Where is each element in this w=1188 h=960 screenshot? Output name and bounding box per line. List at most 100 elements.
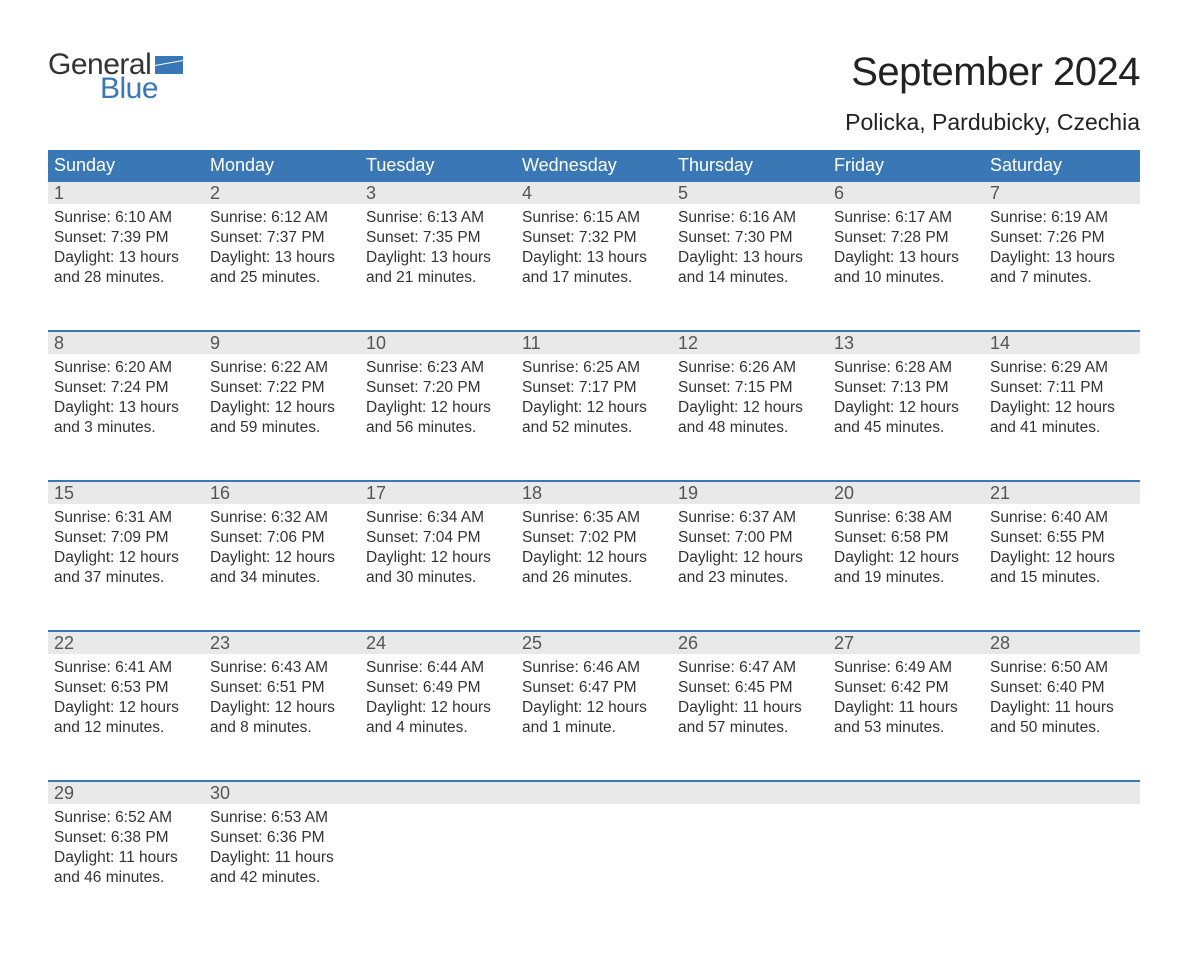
sunset-text: Sunset: 7:22 PM bbox=[210, 378, 354, 398]
sunrise-text: Sunrise: 6:46 AM bbox=[522, 658, 666, 678]
sunrise-text: Sunrise: 6:35 AM bbox=[522, 508, 666, 528]
day-number: 24 bbox=[360, 632, 516, 654]
day2-text: and 15 minutes. bbox=[990, 568, 1134, 588]
day1-text: Daylight: 13 hours bbox=[834, 248, 978, 268]
day-number: 25 bbox=[516, 632, 672, 654]
day2-text: and 21 minutes. bbox=[366, 268, 510, 288]
cell-body: Sunrise: 6:44 AMSunset: 6:49 PMDaylight:… bbox=[360, 654, 516, 739]
sunrise-text: Sunrise: 6:17 AM bbox=[834, 208, 978, 228]
sunrise-text: Sunrise: 6:49 AM bbox=[834, 658, 978, 678]
sunset-text: Sunset: 6:53 PM bbox=[54, 678, 198, 698]
sunrise-text: Sunrise: 6:43 AM bbox=[210, 658, 354, 678]
sunset-text: Sunset: 6:40 PM bbox=[990, 678, 1134, 698]
sunrise-text: Sunrise: 6:10 AM bbox=[54, 208, 198, 228]
sunrise-text: Sunrise: 6:53 AM bbox=[210, 808, 354, 828]
day2-text: and 30 minutes. bbox=[366, 568, 510, 588]
calendar-cell: 5Sunrise: 6:16 AMSunset: 7:30 PMDaylight… bbox=[672, 182, 828, 310]
day-number: 30 bbox=[204, 782, 360, 804]
calendar-cell: 24Sunrise: 6:44 AMSunset: 6:49 PMDayligh… bbox=[360, 632, 516, 760]
day-number: 10 bbox=[360, 332, 516, 354]
day-number: 17 bbox=[360, 482, 516, 504]
sunrise-text: Sunrise: 6:37 AM bbox=[678, 508, 822, 528]
day-number: 26 bbox=[672, 632, 828, 654]
day-number: 11 bbox=[516, 332, 672, 354]
calendar-week: 29Sunrise: 6:52 AMSunset: 6:38 PMDayligh… bbox=[48, 780, 1140, 910]
cell-body: Sunrise: 6:25 AMSunset: 7:17 PMDaylight:… bbox=[516, 354, 672, 439]
day2-text: and 3 minutes. bbox=[54, 418, 198, 438]
day-number: 18 bbox=[516, 482, 672, 504]
cell-body: Sunrise: 6:15 AMSunset: 7:32 PMDaylight:… bbox=[516, 204, 672, 289]
sunrise-text: Sunrise: 6:25 AM bbox=[522, 358, 666, 378]
sunrise-text: Sunrise: 6:28 AM bbox=[834, 358, 978, 378]
title-block: September 2024 Policka, Pardubicky, Czec… bbox=[845, 50, 1140, 136]
day-number: 23 bbox=[204, 632, 360, 654]
day1-text: Daylight: 12 hours bbox=[522, 698, 666, 718]
day2-text: and 52 minutes. bbox=[522, 418, 666, 438]
calendar-cell: 8Sunrise: 6:20 AMSunset: 7:24 PMDaylight… bbox=[48, 332, 204, 460]
day1-text: Daylight: 12 hours bbox=[54, 548, 198, 568]
cell-body: Sunrise: 6:41 AMSunset: 6:53 PMDaylight:… bbox=[48, 654, 204, 739]
day1-text: Daylight: 11 hours bbox=[54, 848, 198, 868]
day1-text: Daylight: 12 hours bbox=[834, 398, 978, 418]
calendar: Sunday Monday Tuesday Wednesday Thursday… bbox=[48, 150, 1140, 910]
day1-text: Daylight: 12 hours bbox=[366, 398, 510, 418]
day1-text: Daylight: 12 hours bbox=[834, 548, 978, 568]
day2-text: and 53 minutes. bbox=[834, 718, 978, 738]
day2-text: and 59 minutes. bbox=[210, 418, 354, 438]
sunrise-text: Sunrise: 6:26 AM bbox=[678, 358, 822, 378]
cell-body: Sunrise: 6:29 AMSunset: 7:11 PMDaylight:… bbox=[984, 354, 1140, 439]
sunrise-text: Sunrise: 6:31 AM bbox=[54, 508, 198, 528]
day-header-row: Sunday Monday Tuesday Wednesday Thursday… bbox=[48, 150, 1140, 182]
sunset-text: Sunset: 7:30 PM bbox=[678, 228, 822, 248]
calendar-cell: 6Sunrise: 6:17 AMSunset: 7:28 PMDaylight… bbox=[828, 182, 984, 310]
day-number bbox=[516, 782, 672, 804]
cell-body bbox=[516, 804, 672, 808]
cell-body: Sunrise: 6:47 AMSunset: 6:45 PMDaylight:… bbox=[672, 654, 828, 739]
day-number: 2 bbox=[204, 182, 360, 204]
day2-text: and 12 minutes. bbox=[54, 718, 198, 738]
calendar-cell: 3Sunrise: 6:13 AMSunset: 7:35 PMDaylight… bbox=[360, 182, 516, 310]
day1-text: Daylight: 11 hours bbox=[834, 698, 978, 718]
day-number: 9 bbox=[204, 332, 360, 354]
day2-text: and 25 minutes. bbox=[210, 268, 354, 288]
week-spacer bbox=[48, 610, 1140, 630]
page-header: General Blue September 2024 Policka, Par… bbox=[48, 50, 1140, 136]
weeks-container: 1Sunrise: 6:10 AMSunset: 7:39 PMDaylight… bbox=[48, 182, 1140, 910]
day1-text: Daylight: 12 hours bbox=[210, 548, 354, 568]
day2-text: and 26 minutes. bbox=[522, 568, 666, 588]
sunrise-text: Sunrise: 6:13 AM bbox=[366, 208, 510, 228]
sunset-text: Sunset: 7:09 PM bbox=[54, 528, 198, 548]
sunset-text: Sunset: 7:17 PM bbox=[522, 378, 666, 398]
cell-body: Sunrise: 6:26 AMSunset: 7:15 PMDaylight:… bbox=[672, 354, 828, 439]
cell-body: Sunrise: 6:38 AMSunset: 6:58 PMDaylight:… bbox=[828, 504, 984, 589]
sunrise-text: Sunrise: 6:20 AM bbox=[54, 358, 198, 378]
day-number bbox=[984, 782, 1140, 804]
calendar-cell: 1Sunrise: 6:10 AMSunset: 7:39 PMDaylight… bbox=[48, 182, 204, 310]
calendar-cell: 17Sunrise: 6:34 AMSunset: 7:04 PMDayligh… bbox=[360, 482, 516, 610]
day1-text: Daylight: 12 hours bbox=[54, 698, 198, 718]
sunrise-text: Sunrise: 6:52 AM bbox=[54, 808, 198, 828]
calendar-cell: 30Sunrise: 6:53 AMSunset: 6:36 PMDayligh… bbox=[204, 782, 360, 910]
day1-text: Daylight: 11 hours bbox=[210, 848, 354, 868]
cell-body: Sunrise: 6:50 AMSunset: 6:40 PMDaylight:… bbox=[984, 654, 1140, 739]
sunset-text: Sunset: 6:55 PM bbox=[990, 528, 1134, 548]
day-number: 6 bbox=[828, 182, 984, 204]
cell-body: Sunrise: 6:17 AMSunset: 7:28 PMDaylight:… bbox=[828, 204, 984, 289]
calendar-cell bbox=[516, 782, 672, 910]
sunrise-text: Sunrise: 6:22 AM bbox=[210, 358, 354, 378]
day2-text: and 41 minutes. bbox=[990, 418, 1134, 438]
day2-text: and 42 minutes. bbox=[210, 868, 354, 888]
day-number: 19 bbox=[672, 482, 828, 504]
cell-body bbox=[828, 804, 984, 808]
day-number: 13 bbox=[828, 332, 984, 354]
day-number: 5 bbox=[672, 182, 828, 204]
calendar-cell: 15Sunrise: 6:31 AMSunset: 7:09 PMDayligh… bbox=[48, 482, 204, 610]
cell-body: Sunrise: 6:10 AMSunset: 7:39 PMDaylight:… bbox=[48, 204, 204, 289]
logo-flag-icon bbox=[155, 56, 183, 74]
day1-text: Daylight: 13 hours bbox=[210, 248, 354, 268]
day1-text: Daylight: 13 hours bbox=[522, 248, 666, 268]
sunset-text: Sunset: 7:39 PM bbox=[54, 228, 198, 248]
sunrise-text: Sunrise: 6:16 AM bbox=[678, 208, 822, 228]
day-number: 4 bbox=[516, 182, 672, 204]
day2-text: and 48 minutes. bbox=[678, 418, 822, 438]
